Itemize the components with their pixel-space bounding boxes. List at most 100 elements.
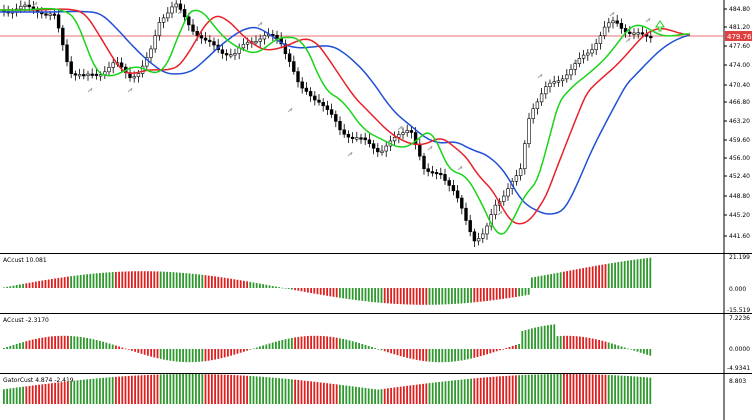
histogram-bar	[60, 335, 63, 349]
candle	[174, 0, 178, 13]
candle-body	[350, 136, 355, 139]
histogram-bar	[585, 267, 588, 288]
histogram-bar	[278, 287, 280, 288]
histogram-bar	[630, 349, 632, 350]
candle-body	[258, 38, 262, 42]
candle	[157, 17, 162, 41]
ac-osc-1-pane[interactable]: ACcust 10.081 21.199 0.000 -15.519	[0, 253, 752, 315]
histogram-bar	[364, 387, 367, 404]
histogram-bar	[41, 337, 44, 349]
histogram-bar	[425, 383, 428, 404]
candle-body	[632, 32, 636, 35]
histogram-bar	[223, 277, 226, 288]
histogram-bar	[537, 326, 540, 349]
histogram-bar	[28, 340, 31, 349]
candle-body	[569, 69, 573, 76]
histogram-bar	[57, 335, 60, 349]
histogram-bar	[473, 349, 476, 358]
candle	[342, 123, 346, 138]
histogram-bar	[521, 331, 524, 349]
candle-body	[111, 62, 115, 68]
candle-body	[317, 99, 321, 103]
candle	[502, 190, 506, 206]
histogram-bar	[156, 374, 159, 404]
histogram-bar	[467, 349, 469, 360]
histogram-bar	[25, 283, 28, 288]
histogram-bar	[582, 336, 584, 349]
candle-body	[401, 132, 405, 135]
candle-body	[334, 114, 338, 122]
histogram-bar	[118, 271, 120, 288]
candle-body	[157, 22, 162, 36]
candle-body	[245, 41, 250, 45]
candle-body	[602, 26, 607, 37]
gator-osc-pane[interactable]: GatorCust 4.874 -2.419 8.803	[0, 373, 752, 420]
histogram-bar	[249, 281, 252, 288]
histogram-bar	[284, 339, 287, 349]
histogram-bar	[636, 349, 639, 352]
ac-osc-2-pane[interactable]: ACcust -2.3170 7.2236 0.0000 -4.9341	[0, 313, 752, 374]
histogram-bar	[319, 288, 322, 295]
histogram-bar	[547, 325, 549, 349]
candle-body	[27, 4, 31, 8]
histogram-bar	[623, 347, 626, 349]
histogram-bar	[438, 381, 440, 404]
histogram-bar	[102, 377, 104, 404]
candle	[229, 48, 233, 59]
candle-body	[363, 137, 367, 141]
histogram-bar	[595, 374, 597, 404]
histogram-bar	[473, 288, 476, 303]
histogram-bar	[121, 376, 124, 404]
histogram-bar	[643, 258, 645, 288]
candle	[107, 61, 111, 77]
candle-body	[203, 37, 208, 41]
histogram-bar	[387, 349, 389, 353]
fractal-arrow-icon	[625, 37, 631, 43]
candle	[296, 67, 300, 88]
candle	[258, 34, 262, 47]
histogram-bar	[38, 338, 40, 349]
histogram-bar	[201, 374, 204, 404]
histogram-bar	[451, 380, 453, 404]
price-axis-tick-label: 445.20	[729, 212, 750, 219]
histogram-bar	[422, 288, 424, 305]
histogram-bar	[518, 288, 520, 297]
candle-body	[544, 86, 548, 95]
histogram-bar	[339, 288, 341, 298]
histogram-bar	[614, 344, 616, 349]
candle-body	[296, 71, 300, 83]
price-axis-tick-label: 481.20	[729, 24, 750, 31]
histogram-bar	[73, 336, 76, 349]
candle	[199, 31, 204, 44]
candle	[262, 31, 267, 45]
histogram-bar	[227, 278, 229, 288]
histogram-bar	[575, 374, 578, 404]
price-axis: 484.80 481.20 477.60 474.00 470.40 466.80 463.…	[724, 6, 750, 240]
histogram-bar	[118, 376, 120, 404]
histogram-bar	[467, 378, 469, 404]
candle	[611, 16, 615, 29]
candle-body	[430, 171, 435, 174]
histogram-bar	[409, 288, 412, 305]
histogram-bar	[595, 265, 597, 288]
histogram-bar	[374, 288, 376, 303]
histogram-bar	[287, 338, 290, 349]
histogram-bar	[73, 380, 76, 404]
candle-body	[292, 61, 296, 72]
candle-body	[304, 87, 309, 92]
histogram-bar	[572, 269, 575, 288]
main-price-pane[interactable]: 484.80 481.20 477.60 474.00 470.40 466.80 463.…	[0, 0, 752, 253]
candle	[443, 168, 447, 185]
histogram-bar	[166, 271, 168, 288]
histogram-bar	[233, 375, 236, 404]
histogram-bar	[172, 374, 175, 404]
candle-body	[229, 54, 233, 57]
histogram-bar	[188, 273, 191, 288]
histogram-bar	[582, 268, 584, 288]
candle-body	[590, 49, 594, 54]
histogram-bar	[527, 288, 530, 295]
histogram-bar	[323, 336, 325, 349]
histogram-bar	[329, 336, 332, 349]
histogram-bar	[105, 272, 108, 288]
